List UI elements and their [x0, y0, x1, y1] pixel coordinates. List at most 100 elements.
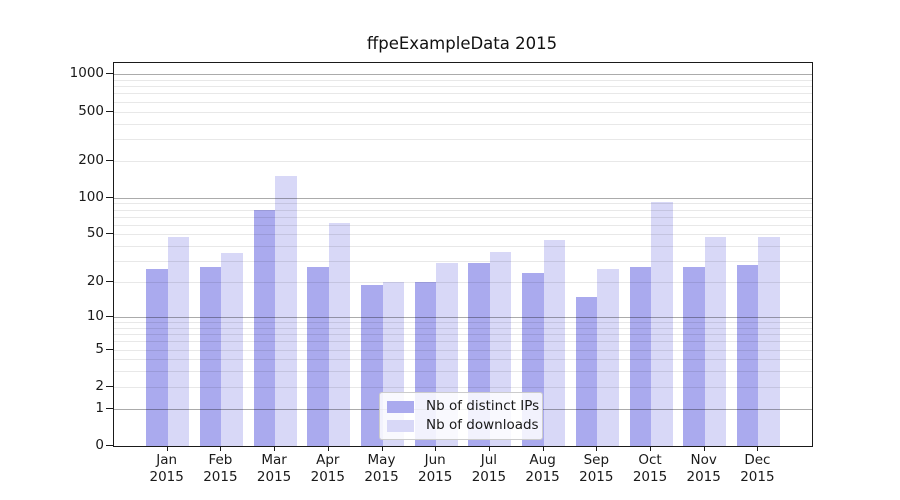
plot-area — [113, 62, 813, 447]
y-tick-100 — [106, 196, 114, 198]
y-tick-1 — [106, 407, 114, 409]
legend-label-distinct-ips: Nb of distinct IPs — [426, 398, 540, 414]
gridline-7 — [114, 334, 812, 336]
x-tick-label-dec: Dec 2015 — [740, 452, 775, 485]
x-tick-label-jan: Jan 2015 — [149, 452, 184, 485]
y-tick-20 — [106, 281, 114, 283]
x-tick-label-may: May 2015 — [364, 452, 399, 485]
bar-nb-of-distinct-ips-nov — [683, 266, 705, 446]
gridline-500 — [114, 111, 812, 113]
y-tick-label-2: 2 — [95, 377, 104, 394]
gridline-4 — [114, 359, 812, 361]
bar-nb-of-downloads-sep — [597, 268, 619, 446]
x-tick-label-mar: Mar 2015 — [256, 452, 292, 485]
y-tick-label-10: 10 — [86, 308, 104, 324]
gridline-1000 — [114, 74, 812, 76]
legend-label-downloads: Nb of downloads — [426, 417, 539, 433]
y-tick-1000 — [106, 73, 114, 75]
x-tick-mar — [274, 446, 276, 451]
gridline-9 — [114, 322, 812, 324]
gridline-2 — [114, 386, 812, 388]
x-tick-aug — [542, 446, 544, 451]
gridline-800 — [114, 86, 812, 88]
bar-nb-of-downloads-feb — [221, 253, 243, 446]
bar-nb-of-distinct-ips-jan — [146, 268, 168, 446]
gridline-20 — [114, 282, 812, 284]
y-tick-label-1: 1 — [95, 399, 104, 416]
legend: Nb of distinct IPs Nb of downloads — [379, 392, 543, 440]
bar-nb-of-distinct-ips-apr — [307, 266, 329, 446]
gridline-70 — [114, 216, 812, 218]
x-tick-label-jun: Jun 2015 — [418, 452, 453, 485]
bar-nb-of-downloads-oct — [651, 201, 673, 446]
gridline-10 — [114, 317, 812, 318]
x-tick-label-aug: Aug 2015 — [525, 452, 560, 485]
bar-nb-of-downloads-nov — [704, 236, 727, 446]
y-tick-label-500: 500 — [78, 102, 104, 119]
bar-nb-of-downloads-mar — [275, 176, 297, 446]
y-tick-2 — [106, 385, 114, 387]
gridline-5 — [114, 349, 812, 351]
y-tick-50 — [106, 233, 114, 235]
x-tick-may — [381, 446, 383, 451]
legend-swatch-downloads — [387, 419, 414, 432]
bar-nb-of-downloads-dec — [758, 236, 780, 446]
bar-nb-of-downloads-jan — [167, 236, 190, 446]
y-tick-500 — [106, 110, 114, 112]
gridline-60 — [114, 224, 812, 226]
gridline-900 — [114, 79, 812, 81]
y-tick-10 — [106, 316, 114, 317]
x-tick-nov — [703, 446, 705, 451]
legend-swatch-distinct-ips — [387, 400, 414, 413]
x-tick-dec — [757, 446, 759, 451]
y-tick-label-200: 200 — [78, 151, 104, 168]
x-tick-sep — [596, 446, 598, 451]
x-tick-jan — [166, 446, 168, 451]
chart-title: ffpeExampleData 2015 — [366, 34, 558, 53]
legend-item-downloads: Nb of downloads — [387, 418, 539, 433]
y-tick-label-1000: 1000 — [69, 65, 104, 82]
gridline-700 — [114, 93, 812, 95]
bar-nb-of-distinct-ips-feb — [199, 266, 222, 446]
gridline-300 — [114, 138, 812, 140]
x-tick-jun — [435, 446, 437, 451]
legend-item-distinct-ips: Nb of distinct IPs — [387, 399, 539, 414]
bar-nb-of-downloads-aug — [543, 240, 566, 446]
y-tick-label-100: 100 — [78, 188, 104, 205]
gridline-6 — [114, 341, 812, 343]
y-tick-label-50: 50 — [86, 225, 104, 242]
y-tick-0 — [106, 445, 114, 446]
x-tick-label-feb: Feb 2015 — [203, 452, 238, 485]
y-tick-200 — [106, 159, 114, 161]
y-tick-label-20: 20 — [86, 273, 104, 290]
x-tick-jul — [488, 446, 490, 451]
x-tick-label-sep: Sep 2015 — [579, 452, 614, 485]
gridline-200 — [114, 160, 812, 162]
x-tick-label-jul: Jul 2015 — [471, 452, 507, 485]
bar-nb-of-distinct-ips-dec — [736, 264, 759, 446]
gridline-80 — [114, 209, 812, 211]
gridline-400 — [114, 123, 812, 125]
bar-nb-of-distinct-ips-may — [361, 284, 383, 446]
y-tick-5 — [106, 348, 114, 350]
bar-nb-of-distinct-ips-sep — [575, 296, 598, 446]
x-tick-label-nov: Nov 2015 — [686, 452, 721, 485]
gridline-90 — [114, 203, 812, 205]
y-tick-label-0: 0 — [95, 437, 104, 453]
bar-nb-of-distinct-ips-oct — [629, 266, 651, 446]
gridline-3 — [114, 371, 812, 373]
x-tick-oct — [650, 446, 651, 451]
gridline-30 — [114, 261, 812, 263]
x-tick-label-oct: Oct 2015 — [632, 452, 668, 485]
gridline-8 — [114, 327, 812, 329]
bar-nb-of-distinct-ips-mar — [253, 209, 276, 446]
x-tick-apr — [327, 446, 329, 451]
gridline-100 — [114, 197, 812, 199]
x-tick-feb — [220, 446, 222, 451]
x-tick-label-apr: Apr 2015 — [310, 452, 345, 485]
gridline-40 — [114, 246, 812, 248]
y-tick-label-5: 5 — [95, 340, 104, 357]
bar-nb-of-downloads-apr — [328, 223, 351, 446]
gridline-600 — [114, 101, 812, 103]
